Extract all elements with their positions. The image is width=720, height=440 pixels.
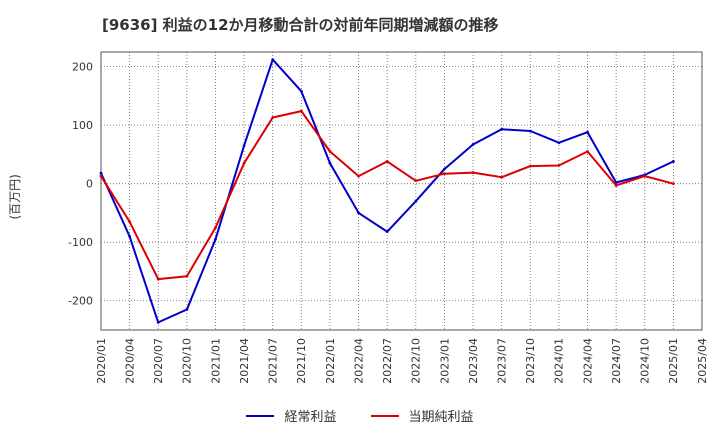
data-point-series-2 (156, 277, 160, 281)
x-tick-label: 2024/04 (581, 338, 594, 384)
data-point-series-1 (586, 130, 589, 134)
data-point-series-1 (357, 211, 360, 215)
data-point-series-2 (586, 150, 589, 153)
x-tick-label: 2020/04 (123, 338, 136, 384)
data-point-series-1 (671, 160, 675, 163)
data-point-series-2 (471, 171, 475, 174)
y-tick-label: -200 (68, 295, 93, 308)
data-point-series-1 (500, 127, 504, 131)
data-point-series-2 (643, 174, 647, 178)
y-tick-label: 100 (72, 119, 93, 132)
x-tick-label: 2021/01 (209, 338, 222, 384)
x-tick-label: 2022/04 (352, 338, 365, 384)
data-point-series-2 (99, 174, 103, 178)
x-tick-label: 2020/07 (152, 338, 165, 384)
data-point-series-1 (128, 234, 132, 238)
plot-border (100, 51, 703, 331)
data-point-series-1 (528, 129, 532, 133)
legend-swatch-series-2 (370, 414, 399, 417)
chart-title: [9636] 利益の12か月移動合計の対前年同期増減額の推移 (102, 16, 499, 34)
legend-item-series-1: 経常利益 (246, 406, 337, 425)
data-point-series-1 (328, 161, 332, 165)
data-point-series-1 (443, 167, 446, 171)
legend: 経常利益 当期純利益 (0, 406, 720, 425)
data-point-series-1 (385, 230, 389, 234)
data-point-series-2 (414, 179, 418, 183)
data-point-series-2 (299, 109, 303, 113)
legend-item-series-2: 当期純利益 (370, 406, 474, 425)
legend-label-series-1: 経常利益 (284, 410, 337, 425)
data-point-series-2 (185, 274, 189, 278)
legend-swatch-series-1 (246, 414, 275, 417)
data-point-series-2 (671, 182, 675, 186)
x-tick-label: 2020/01 (95, 338, 108, 384)
x-tick-label: 2023/01 (438, 338, 451, 384)
data-point-series-2 (385, 160, 389, 163)
x-tick-label: 2022/10 (410, 338, 423, 384)
x-tick-label: 2021/07 (267, 338, 280, 384)
data-point-series-2 (557, 164, 561, 167)
y-tick-label: 200 (72, 61, 93, 74)
data-point-series-1 (271, 58, 275, 62)
data-point-series-2 (214, 226, 217, 229)
data-point-series-2 (242, 161, 246, 165)
x-tick-label: 2023/04 (467, 338, 480, 384)
x-tick-label: 2025/04 (696, 338, 709, 384)
data-point-series-2 (443, 172, 446, 176)
legend-label-series-2: 当期純利益 (408, 410, 474, 425)
data-point-series-2 (328, 150, 332, 153)
x-tick-label: 2022/01 (324, 338, 337, 384)
data-point-series-1 (185, 308, 189, 311)
x-tick-label: 2020/10 (181, 338, 194, 384)
data-point-series-1 (299, 89, 303, 93)
data-point-series-2 (128, 220, 132, 224)
data-point-series-2 (528, 164, 532, 168)
data-point-series-1 (557, 141, 561, 145)
x-tick-label: 2024/01 (553, 338, 566, 384)
x-tick-label: 2024/07 (610, 338, 623, 384)
x-tick-label: 2021/04 (238, 338, 251, 384)
data-point-series-2 (271, 116, 275, 119)
data-point-series-2 (614, 184, 618, 187)
data-point-series-1 (156, 320, 160, 324)
x-tick-label: 2025/01 (667, 338, 680, 384)
x-tick-label: 2023/10 (524, 338, 537, 384)
y-tick-label: -100 (68, 236, 93, 249)
x-tick-label: 2022/07 (381, 338, 394, 384)
data-point-series-1 (99, 171, 103, 175)
data-point-series-1 (414, 199, 418, 203)
x-tick-label: 2023/07 (496, 338, 509, 384)
data-point-series-1 (214, 237, 217, 241)
y-tick-label: 0 (86, 178, 93, 191)
x-tick-label: 2024/10 (639, 338, 652, 384)
data-point-series-2 (500, 175, 504, 179)
data-point-series-1 (471, 143, 475, 146)
data-point-series-2 (357, 174, 360, 178)
x-tick-label: 2021/10 (295, 338, 308, 384)
data-point-series-1 (242, 144, 246, 148)
